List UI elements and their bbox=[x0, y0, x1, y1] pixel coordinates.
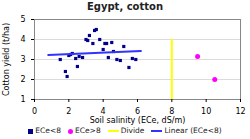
svg-text:4: 4 bbox=[100, 107, 106, 117]
html-text:Linear (ECe<8): Linear (ECe<8) bbox=[164, 126, 222, 135]
svg-text:Soil salinity (ECe, dS/m): Soil salinity (ECe, dS/m) bbox=[90, 116, 186, 125]
svg-text:Cotton yield (t/ha): Cotton yield (t/ha) bbox=[2, 23, 11, 96]
svg-text:10: 10 bbox=[201, 107, 211, 116]
svg-text:12: 12 bbox=[235, 107, 245, 116]
svg-text:4: 4 bbox=[20, 35, 25, 44]
svg-text:8: 8 bbox=[169, 107, 175, 117]
svg-text:2: 2 bbox=[66, 107, 71, 116]
html-text:Divide: Divide bbox=[120, 126, 145, 135]
svg-text:6: 6 bbox=[135, 107, 140, 117]
html-text:Egypt, cotton: Egypt, cotton bbox=[87, 1, 163, 12]
html-text:ECe>8: ECe>8 bbox=[75, 126, 101, 135]
html-text:ECe<8: ECe<8 bbox=[35, 126, 61, 135]
svg-text:3: 3 bbox=[20, 55, 25, 64]
svg-text:1: 1 bbox=[20, 95, 25, 104]
svg-text:5: 5 bbox=[20, 15, 25, 24]
svg-text:2: 2 bbox=[20, 75, 25, 84]
svg-text:0: 0 bbox=[32, 107, 37, 116]
